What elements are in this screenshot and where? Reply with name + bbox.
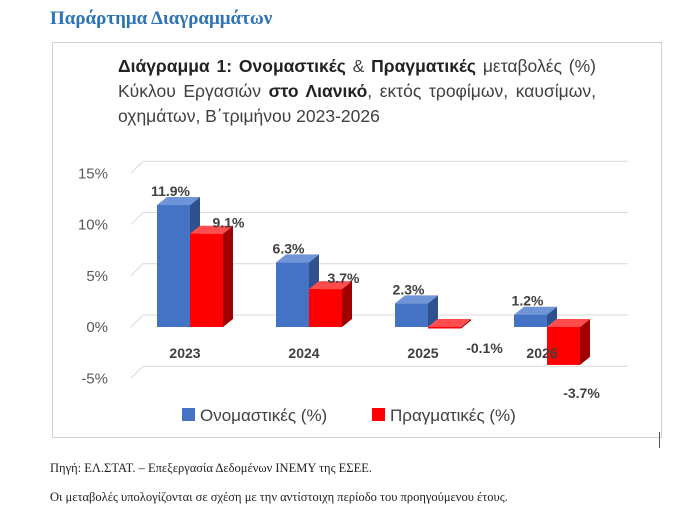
bar-side [580, 319, 590, 365]
chart-title: Διάγραμμα 1: Ονομαστικές & Πραγματικές μ… [118, 54, 596, 129]
bar [395, 303, 428, 327]
bar-top [428, 319, 471, 327]
gridline-depth [130, 160, 144, 174]
x-tick-label: 2023 [169, 345, 200, 361]
y-tick-label: 10% [78, 217, 108, 234]
chart-title-nominal: Ονομαστικές [238, 56, 346, 76]
y-tick-label: 15% [78, 165, 108, 182]
bar-side [428, 295, 438, 327]
bar [514, 314, 547, 327]
chart-title-amp: & [345, 56, 372, 76]
bar-side [223, 225, 233, 327]
y-tick-label: 5% [86, 268, 108, 285]
bar [157, 205, 190, 327]
section-title: Παράρτημα Διαγραμμάτων [50, 8, 273, 29]
data-label: -3.7% [563, 385, 600, 401]
chart-title-middle: μεταβολές (%) Κύκλου Εργασιών [118, 56, 596, 101]
frame-corner-mark [659, 432, 660, 448]
y-tick-label: -5% [81, 370, 108, 387]
bar [428, 327, 461, 329]
bar-top [547, 319, 590, 327]
bar-top [309, 281, 352, 290]
chart-title-real: Πραγματικές [371, 56, 476, 76]
x-tick-label: 2024 [288, 345, 319, 361]
bar-top [395, 295, 438, 304]
bar [547, 327, 580, 365]
x-tick-label: 2026 [526, 345, 557, 361]
chart-frame [52, 42, 662, 438]
legend-label: Πραγματικές (%) [390, 406, 516, 425]
bar-side [461, 319, 471, 329]
x-tick-label: 2025 [407, 345, 438, 361]
bar-side [342, 281, 352, 327]
data-label: 6.3% [273, 240, 305, 256]
bar-top [157, 197, 200, 206]
legend-swatch [182, 408, 195, 421]
legend-swatch [372, 408, 385, 421]
chart-title-prefix: Διάγραμμα 1: [118, 56, 239, 76]
data-label: 2.3% [393, 281, 425, 297]
data-label: 9.1% [213, 215, 245, 231]
bar-side [547, 306, 557, 327]
gridline-depth [130, 212, 144, 225]
data-label: -0.1% [466, 340, 503, 356]
chart-title-retail: στο Λιανικό [268, 81, 368, 101]
gridline-depth [130, 263, 144, 277]
chart-title-tail: , εκτός τροφίμων, καυσίμων, οχημάτων, Β΄… [118, 81, 597, 126]
gridline-depth [130, 314, 144, 328]
data-label: 3.7% [328, 270, 360, 286]
bar [190, 233, 223, 327]
data-label: 1.2% [512, 293, 544, 309]
legend-label: Ονομαστικές (%) [200, 406, 327, 425]
gridline-depth [130, 365, 144, 379]
bar-top [276, 254, 319, 263]
source-note: Πηγή: ΕΛ.ΣΤΑΤ. – Επεξεργασία Δεδομένων Ι… [50, 461, 372, 475]
bar-top [190, 225, 233, 234]
data-label: 11.9% [151, 183, 190, 199]
bar-top [514, 306, 557, 315]
y-tick-label: 0% [86, 319, 108, 336]
calculation-note: Οι μεταβολές υπολογίζονται σε σχέση με τ… [50, 490, 508, 504]
bar [309, 289, 342, 327]
bar [276, 262, 309, 327]
